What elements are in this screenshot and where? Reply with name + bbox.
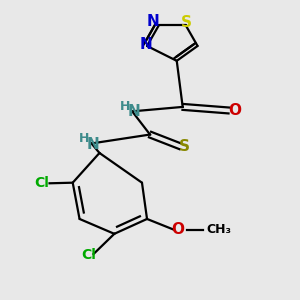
Text: N: N — [86, 136, 99, 152]
Text: S: S — [179, 139, 190, 154]
Text: S: S — [181, 15, 192, 30]
Text: CH₃: CH₃ — [206, 223, 232, 236]
Text: H: H — [119, 100, 130, 113]
Text: Cl: Cl — [82, 248, 97, 262]
Text: Cl: Cl — [34, 176, 49, 190]
Text: O: O — [228, 103, 241, 118]
Text: O: O — [171, 222, 184, 237]
Text: N: N — [147, 14, 159, 29]
Text: H: H — [79, 132, 89, 145]
Text: N: N — [127, 104, 140, 119]
Text: N: N — [140, 37, 152, 52]
